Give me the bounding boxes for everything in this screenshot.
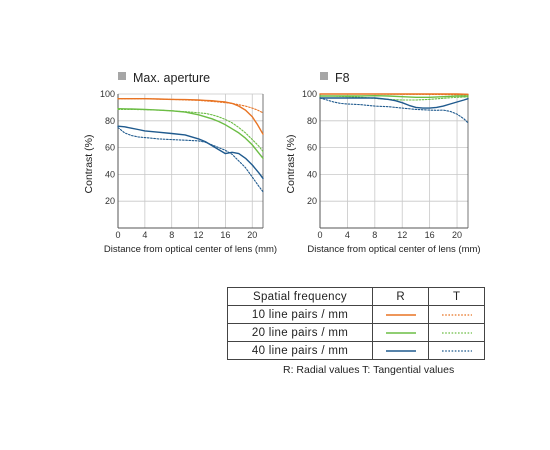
- f8-xlabel: Distance from optical center of lens (mm…: [307, 244, 480, 255]
- swatch-20-radial-line: [385, 331, 416, 334]
- legend-swatch-20-tangential: [428, 323, 485, 342]
- legend-row-20: 20 line pairs / mm: [227, 323, 485, 342]
- legend-header-radial: R: [372, 287, 429, 306]
- f8-title: F8: [335, 71, 350, 85]
- legend-row-10: 10 line pairs / mm: [227, 305, 485, 324]
- f8-ytick-100: 100: [302, 89, 317, 99]
- max-aperture-xtick-20: 20: [247, 230, 257, 240]
- f8-title-marker: [320, 72, 328, 80]
- swatch-10-radial-line: [385, 313, 416, 316]
- swatch-40-radial-line: [385, 349, 416, 352]
- max-aperture-ytick-60: 60: [105, 143, 115, 153]
- f8-series-10-tangential: [319, 93, 469, 96]
- legend-swatch-10-radial: [372, 305, 429, 324]
- swatch-20-tangential-line: [441, 331, 472, 334]
- max-aperture-ytick-40: 40: [105, 169, 115, 179]
- legend-swatch-20-radial: [372, 323, 429, 342]
- legend-header-tangential: T: [428, 287, 485, 306]
- f8-ylabel: Contrast (%): [285, 135, 297, 194]
- max-aperture-xtick-16: 16: [220, 230, 230, 240]
- f8-xtick-20: 20: [452, 230, 462, 240]
- max-aperture-title-marker: [118, 72, 126, 80]
- max-aperture-series-40-tangential: [117, 126, 264, 193]
- legend-swatch-10-tangential: [428, 305, 485, 324]
- max-aperture-ytick-80: 80: [105, 116, 115, 126]
- max-aperture-xtick-0: 0: [115, 230, 120, 240]
- max-aperture-series-10-radial: [117, 97, 264, 135]
- f8-series-40-radial: [319, 97, 469, 109]
- max-aperture-ylabel: Contrast (%): [83, 135, 95, 194]
- f8-ytick-40: 40: [307, 169, 317, 179]
- max-aperture-xlabel: Distance from optical center of lens (mm…: [104, 244, 277, 255]
- f8-ytick-20: 20: [307, 196, 317, 206]
- f8-xtick-0: 0: [317, 230, 322, 240]
- f8-series-40-tangential: [319, 97, 469, 124]
- f8-xtick-16: 16: [425, 230, 435, 240]
- max-aperture-xtick-4: 4: [142, 230, 147, 240]
- max-aperture-xtick-8: 8: [169, 230, 174, 240]
- f8-xtick-4: 4: [345, 230, 350, 240]
- max-aperture-ytick-20: 20: [105, 196, 115, 206]
- f8-chart: F8 20 40 60 80 100 0 4 8 12 16 20 Distance from opti…: [285, 71, 481, 255]
- swatch-10-tangential-line: [441, 313, 472, 316]
- max-aperture-ytick-100: 100: [100, 89, 115, 99]
- legend-label-10: 10 line pairs / mm: [227, 305, 373, 324]
- legend-footnote: R: Radial values T: Tangential values: [283, 364, 455, 376]
- legend-label-40: 40 line pairs / mm: [227, 341, 373, 360]
- legend-swatch-40-radial: [372, 341, 429, 360]
- f8-xtick-8: 8: [372, 230, 377, 240]
- max-aperture-title: Max. aperture: [133, 71, 210, 85]
- legend-row-40: 40 line pairs / mm: [227, 341, 485, 360]
- legend-table: Spatial frequency R T 10 line pairs / mm…: [227, 287, 485, 360]
- max-aperture-xtick-12: 12: [194, 230, 204, 240]
- max-aperture-chart: Max. aperture 20 40 60 80 100 0 4 8 12 16 20 Distanc…: [83, 71, 277, 255]
- legend-header-row: Spatial frequency R T: [227, 287, 485, 306]
- max-aperture-series-20-radial: [117, 107, 264, 160]
- max-aperture-series-10-tangential: [117, 98, 264, 114]
- f8-series-20-radial: [319, 94, 469, 99]
- f8-ytick-80: 80: [307, 116, 317, 126]
- legend-swatch-40-tangential: [428, 341, 485, 360]
- legend-header-label: Spatial frequency: [227, 287, 373, 306]
- swatch-40-tangential-line: [441, 349, 472, 352]
- legend-label-20: 20 line pairs / mm: [227, 323, 373, 342]
- f8-series-20-tangential: [319, 95, 469, 101]
- max-aperture-series-20-tangential: [117, 108, 264, 153]
- f8-ytick-60: 60: [307, 143, 317, 153]
- max-aperture-series-40-radial: [117, 125, 264, 180]
- f8-xtick-12: 12: [397, 230, 407, 240]
